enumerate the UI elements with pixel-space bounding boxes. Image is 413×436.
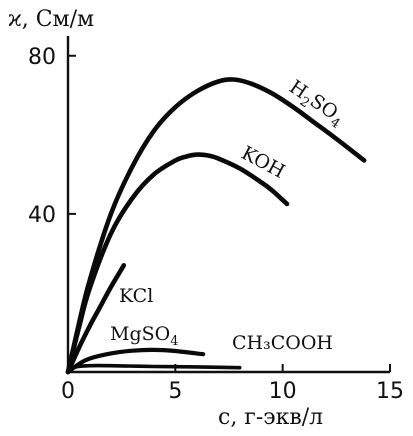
y-tick-label: 80 <box>28 45 56 70</box>
series-group <box>65 77 367 375</box>
x-tick-label: 10 <box>269 379 297 404</box>
x-tick-label: 15 <box>376 379 404 404</box>
series-line-h2so4 <box>65 77 367 375</box>
x-tick-label: 0 <box>61 379 75 404</box>
y-axis-title: ϰ, См/м <box>8 7 94 32</box>
x-axis-title: c, г-экв/л <box>218 405 323 430</box>
series-label-mgso4: MgSO4 <box>110 323 179 349</box>
x-tick-label: 5 <box>168 379 182 404</box>
series-line-mgso4 <box>65 347 206 375</box>
series-label-koh: KOH <box>238 142 289 183</box>
ticks-group: 0 5 10 15 40 80 <box>28 45 404 404</box>
series-label-ch3cooh: CH₃COOH <box>232 332 333 354</box>
series-line-kcl <box>65 263 127 375</box>
series-line-koh <box>65 152 290 375</box>
series-line-ch3cooh <box>66 363 242 374</box>
series-label-kcl: KCl <box>119 285 153 307</box>
y-tick-label: 40 <box>28 203 56 228</box>
